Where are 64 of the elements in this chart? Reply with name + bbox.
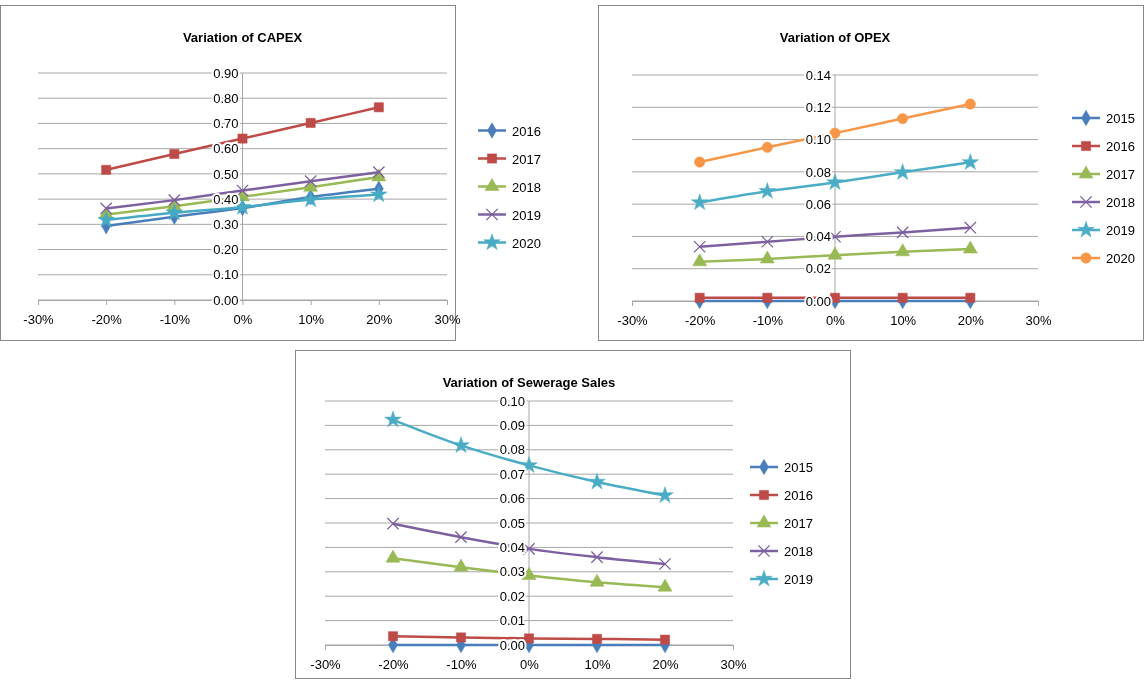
legend-label: 2017 bbox=[1106, 167, 1135, 182]
x-tick-label: 20% bbox=[652, 657, 679, 673]
y-tick-label: 0.02 bbox=[805, 261, 831, 277]
y-tick-label: 0.20 bbox=[213, 242, 239, 258]
x-tick-label: 10% bbox=[890, 313, 917, 329]
y-tick-label: 0.06 bbox=[499, 491, 525, 507]
y-tick-label: 0.09 bbox=[499, 418, 525, 434]
y-tick-label: 0.03 bbox=[499, 564, 525, 580]
legend-label: 2019 bbox=[512, 207, 541, 223]
x-tick-label: 30% bbox=[720, 657, 747, 673]
legend-label: 2016 bbox=[784, 488, 813, 503]
y-tick-label: 0.70 bbox=[213, 116, 239, 132]
y-tick-label: 0.08 bbox=[805, 164, 831, 180]
x-tick-label: 30% bbox=[1025, 313, 1052, 329]
x-tick-label: 0% bbox=[520, 657, 540, 673]
legend-label: 2020 bbox=[512, 235, 541, 251]
legend-label: 2020 bbox=[1106, 251, 1135, 266]
y-tick-label: 0.10 bbox=[499, 393, 525, 409]
legend-label: 2019 bbox=[784, 572, 813, 587]
x-tick-label: -10% bbox=[159, 312, 191, 328]
x-tick-label: 10% bbox=[584, 657, 611, 673]
legend-label: 2015 bbox=[1106, 111, 1135, 126]
y-tick-label: 0.12 bbox=[805, 99, 831, 115]
legend-label: 2018 bbox=[512, 179, 541, 195]
y-tick-label: 0.80 bbox=[213, 90, 239, 106]
y-tick-label: 0.05 bbox=[499, 515, 525, 531]
legend-label: 2016 bbox=[512, 123, 541, 139]
legend-label: 2018 bbox=[1106, 195, 1135, 210]
y-tick-label: 0.00 bbox=[213, 292, 239, 308]
legend-label: 2017 bbox=[784, 516, 813, 531]
x-tick-label: -20% bbox=[378, 657, 410, 673]
x-tick-label: 0% bbox=[826, 313, 846, 329]
y-tick-label: 0.50 bbox=[213, 166, 239, 182]
x-tick-label: -10% bbox=[752, 313, 784, 329]
x-tick-label: -30% bbox=[23, 312, 55, 328]
chart-title: Variation of Sewerage Sales bbox=[442, 375, 616, 390]
legend-label: 2016 bbox=[1106, 139, 1135, 154]
y-tick-label: 0.01 bbox=[499, 613, 525, 629]
y-tick-label: 0.02 bbox=[499, 588, 525, 604]
legend-label: 2018 bbox=[784, 544, 813, 559]
chart-title: Variation of OPEX bbox=[779, 30, 891, 45]
x-tick-label: 10% bbox=[298, 312, 325, 328]
legend-label: 2015 bbox=[784, 460, 813, 475]
y-tick-label: 0.90 bbox=[213, 65, 239, 81]
legend-label: 2017 bbox=[512, 151, 541, 167]
y-tick-label: 0.07 bbox=[499, 466, 525, 482]
x-tick-label: -20% bbox=[684, 313, 716, 329]
y-tick-label: 0.10 bbox=[213, 267, 239, 283]
y-tick-label: 0.60 bbox=[213, 141, 239, 157]
y-tick-label: 0.14 bbox=[805, 67, 831, 83]
legend-label: 2019 bbox=[1106, 223, 1135, 238]
y-tick-label: 0.08 bbox=[499, 442, 525, 458]
y-tick-label: 0.10 bbox=[805, 132, 831, 148]
chart-title: Variation of CAPEX bbox=[182, 30, 303, 45]
x-tick-label: 30% bbox=[434, 312, 461, 328]
x-tick-label: -20% bbox=[91, 312, 123, 328]
x-tick-label: -30% bbox=[617, 313, 649, 329]
x-tick-label: -10% bbox=[446, 657, 478, 673]
y-tick-label: 0.30 bbox=[213, 216, 239, 232]
x-tick-label: 20% bbox=[957, 313, 985, 329]
y-tick-label: 0.06 bbox=[805, 196, 831, 212]
x-tick-label: -30% bbox=[310, 657, 342, 673]
x-tick-label: 20% bbox=[366, 312, 393, 328]
x-tick-label: 0% bbox=[233, 312, 253, 328]
